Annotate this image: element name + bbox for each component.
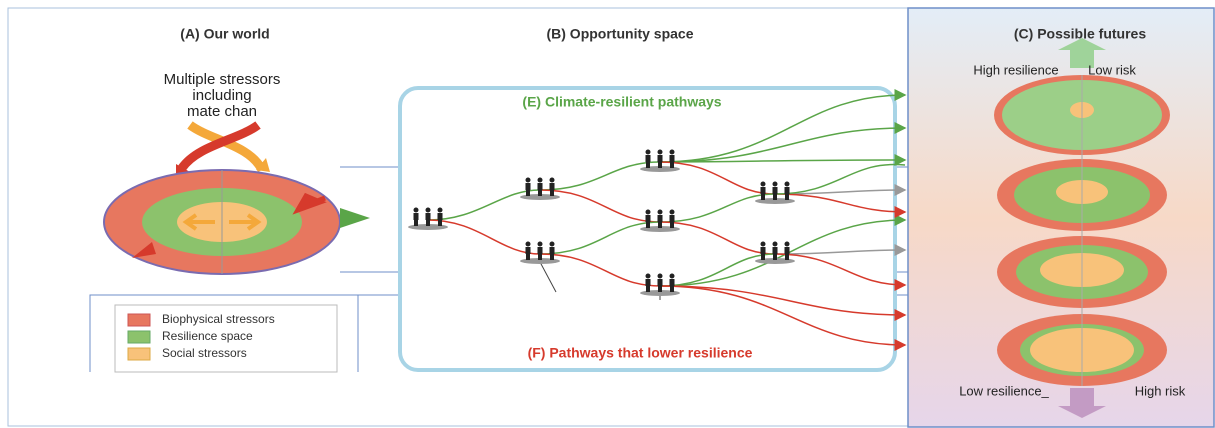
futures-label: High risk xyxy=(1135,383,1186,398)
entry-arrow xyxy=(340,208,370,228)
stressor-label: mate chan xyxy=(187,103,257,120)
legend-label: Biophysical stressors xyxy=(162,312,275,326)
diagram: (A) Our world (B) Opportunity space (C) … xyxy=(0,0,1215,428)
legend-swatch xyxy=(128,314,150,326)
legend-label: Resilience space xyxy=(162,329,253,343)
legend-label: Social stressors xyxy=(162,346,247,360)
panel-title: (B) Opportunity space xyxy=(546,26,693,42)
lowering-label: (F) Pathways that lower resilience xyxy=(528,345,753,361)
panel-title: (A) Our world xyxy=(180,26,269,42)
futures-label: High resilience xyxy=(973,62,1058,77)
legend-swatch xyxy=(128,331,150,343)
stressor-label: Multiple stressors xyxy=(164,71,281,88)
legend-swatch xyxy=(128,348,150,360)
resilient-label: (E) Climate-resilient pathways xyxy=(522,94,721,110)
stressor-label: including xyxy=(192,87,251,104)
futures-label: Low resilience_ xyxy=(959,383,1049,398)
futures-label: Low risk xyxy=(1088,62,1136,77)
